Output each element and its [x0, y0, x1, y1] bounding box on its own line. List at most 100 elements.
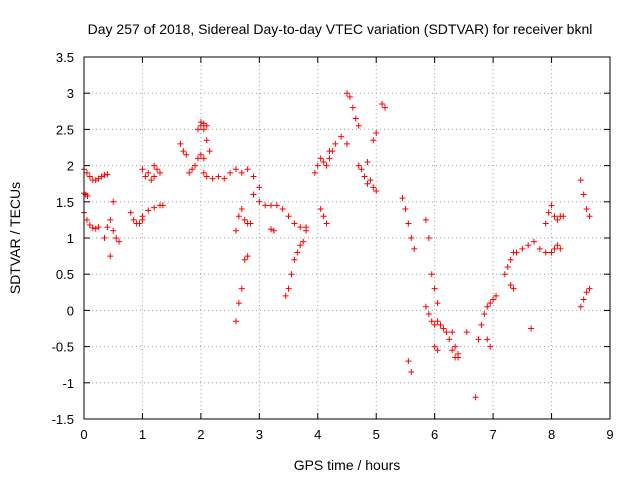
data-point: [297, 242, 304, 249]
y-axis-label: SDTVAR / TECUs: [7, 182, 23, 294]
data-point: [320, 158, 327, 165]
data-point: [151, 204, 158, 211]
data-point: [490, 296, 497, 303]
data-point: [241, 256, 248, 263]
data-point: [408, 368, 415, 375]
data-point: [300, 238, 307, 245]
data-point: [317, 155, 324, 162]
data-point: [148, 177, 155, 184]
data-point: [425, 311, 432, 318]
data-point: [434, 347, 441, 354]
data-point: [361, 173, 368, 180]
data-point: [344, 140, 350, 147]
data-points: [81, 90, 593, 401]
data-point: [428, 318, 435, 325]
data-point: [151, 162, 158, 169]
data-point: [481, 311, 488, 318]
data-point: [197, 119, 204, 126]
data-point: [536, 245, 543, 252]
data-point: [250, 173, 257, 180]
y-tick-label: -1.5: [52, 412, 74, 427]
data-point: [101, 172, 108, 179]
data-point: [142, 173, 149, 180]
data-point: [262, 202, 269, 209]
data-point: [197, 151, 204, 158]
data-point: [507, 256, 514, 263]
data-point: [422, 303, 429, 310]
data-point: [507, 282, 514, 289]
data-point: [560, 213, 567, 220]
data-point: [370, 184, 377, 191]
data-point: [200, 169, 207, 176]
x-tick-label: 5: [373, 427, 380, 442]
data-point: [232, 166, 239, 173]
data-point: [291, 256, 298, 263]
data-point: [183, 151, 190, 158]
data-point: [256, 184, 263, 191]
data-point: [484, 303, 491, 310]
data-point: [548, 202, 555, 209]
data-point: [463, 329, 470, 336]
data-point: [554, 242, 561, 249]
y-tick-labels: -1.5 -1 -0.5 0 0.5 1 1.5 2 2.5 3 3.5: [52, 50, 74, 427]
data-point: [194, 126, 201, 133]
y-tick-label: -1: [62, 376, 74, 391]
data-point: [116, 238, 123, 245]
data-point: [338, 133, 345, 140]
data-point: [285, 213, 292, 220]
data-point: [513, 249, 520, 256]
y-tick-label: -0.5: [52, 340, 74, 355]
data-point: [434, 300, 441, 307]
data-point: [510, 285, 517, 292]
data-point: [478, 321, 485, 328]
data-point: [577, 177, 584, 184]
data-point: [86, 221, 93, 228]
data-point: [247, 220, 254, 227]
data-point: [92, 177, 99, 184]
data-point: [107, 253, 114, 260]
data-point: [203, 122, 210, 129]
data-point: [89, 224, 96, 231]
chart-title: Day 257 of 2018, Sidereal Day-to-day VTE…: [88, 21, 593, 37]
x-axis-label: GPS time / hours: [294, 457, 401, 473]
y-tick-label: 0.5: [56, 267, 74, 282]
data-point: [238, 169, 245, 176]
data-point: [580, 191, 587, 198]
x-tick-label: 6: [431, 427, 438, 442]
data-point: [326, 155, 333, 162]
x-tick-label: 4: [314, 427, 321, 442]
x-tick-label: 3: [256, 427, 263, 442]
data-point: [209, 175, 216, 182]
data-point: [548, 249, 555, 256]
data-point: [151, 173, 158, 180]
data-point: [232, 227, 239, 234]
data-point: [311, 169, 318, 176]
data-point: [86, 173, 93, 180]
data-point: [194, 155, 201, 162]
data-point: [268, 226, 275, 233]
data-point: [402, 206, 409, 213]
y-tick-label: 1.5: [56, 195, 74, 210]
data-point: [136, 220, 143, 227]
data-point: [294, 249, 301, 256]
x-tick-label: 1: [139, 427, 146, 442]
data-point: [545, 209, 552, 216]
data-point: [542, 249, 549, 256]
data-point: [303, 227, 310, 234]
data-point: [449, 329, 456, 336]
data-point: [256, 198, 263, 205]
data-point: [472, 394, 479, 401]
data-point: [238, 206, 245, 213]
data-point: [189, 166, 196, 173]
data-point: [282, 292, 289, 299]
data-point: [98, 173, 105, 180]
data-point: [364, 158, 371, 165]
x-tick-label: 7: [489, 427, 496, 442]
y-tick-label: 2.5: [56, 122, 74, 137]
data-point: [180, 148, 187, 155]
data-point: [373, 130, 380, 137]
data-point: [364, 180, 371, 187]
plot-border: [83, 56, 611, 420]
data-point: [475, 336, 482, 343]
